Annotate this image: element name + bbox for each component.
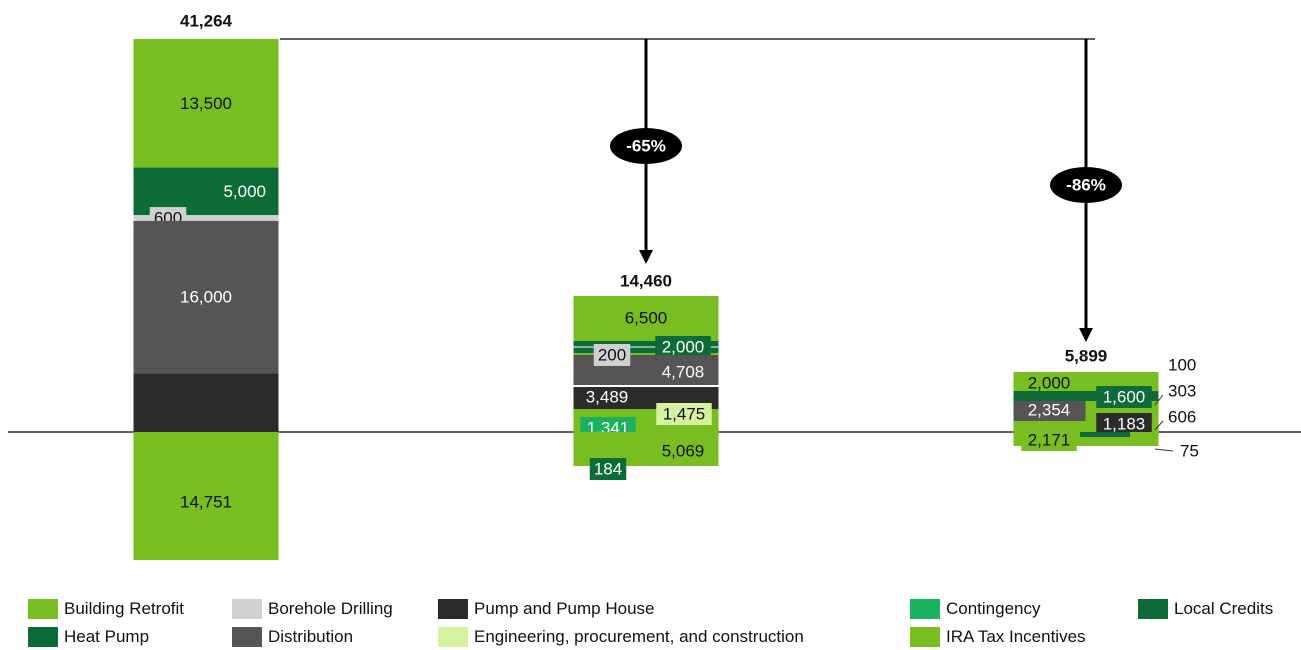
moderate-label-pump-and-pump-house: 3,489: [586, 388, 629, 407]
legend-label-ira-tax-incentives: IRA Tax Incentives: [946, 627, 1086, 646]
conservative-total: 41,264: [180, 12, 233, 31]
moderate-label-engineering-procurement-and-construction-bg: [656, 403, 712, 425]
advanced-total: 5,899: [1065, 347, 1108, 366]
legend-label-distribution: Distribution: [268, 627, 354, 646]
advanced-label-building-retrofit-bg: [1021, 372, 1077, 394]
legend-item-engineering-procurement-and-construction: Engineering, procurement, and constructi…: [438, 626, 804, 648]
legend-swatch-heat-pump: [28, 627, 58, 647]
legend-label-local-credits: Local Credits: [1174, 599, 1274, 618]
moderate-reduction-badge: [610, 128, 682, 164]
advanced-bar-distribution: [1013, 401, 1086, 421]
conservative-label-ira-tax-incentives: 14,751: [180, 493, 232, 512]
advanced-label-heat-pump: 1,600: [1103, 388, 1146, 407]
moderate-label-engineering-procurement-and-construction: 1,475: [663, 405, 706, 424]
moderate-label-local-credits-bg: [589, 458, 627, 480]
moderate-label-building-retrofit: 6,500: [625, 309, 668, 328]
advanced-reduction-badge: [1050, 167, 1122, 203]
legend-item-local-credits: Local Credits: [1138, 598, 1273, 620]
legend-item-distribution: Distribution: [232, 626, 353, 648]
legend-label-contingency: Contingency: [946, 599, 1041, 618]
moderate-label-ira-tax-incentives: 5,069: [662, 442, 705, 461]
advanced-bar-local-credits: [1080, 432, 1130, 437]
legend-item-pump-and-pump-house: Pump and Pump House: [438, 598, 655, 620]
legend-label-pump-and-pump-house: Pump and Pump House: [474, 599, 655, 618]
advanced-label-pump-and-pump-house: 1,183: [1103, 415, 1146, 434]
advanced-bar-heat-pump-strip: [1013, 391, 1159, 401]
moderate-total: 14,460: [620, 272, 672, 291]
advanced-label-local-credits: 75: [1180, 442, 1199, 461]
legend-swatch-ira-tax-incentives: [910, 627, 940, 647]
legend-swatch-engineering-procurement-and-construction: [438, 627, 468, 647]
legend-swatch-distribution: [232, 627, 262, 647]
legend-swatch-borehole-drilling: [232, 599, 262, 619]
legend-item-ira-tax-incentives: IRA Tax Incentives: [910, 626, 1086, 648]
legend-label-heat-pump: Heat Pump: [64, 627, 150, 646]
legend-label-engineering-procurement-and-construction: Engineering, procurement, and constructi…: [474, 627, 804, 646]
legend-label-building-retrofit: Building Retrofit: [64, 599, 185, 618]
conservative-bar-ira-tax-incentives: [133, 432, 279, 560]
advanced-label-ira-tax-incentives: 2,171: [1028, 431, 1071, 450]
legend-swatch-pump-and-pump-house: [438, 599, 468, 619]
legend-label-borehole-drilling: Borehole Drilling: [268, 599, 393, 618]
advanced-label-heat-pump-bg: [1096, 386, 1152, 408]
advanced-label-pump-and-pump-house-bg: [1096, 413, 1152, 435]
legend-item-borehole-drilling: Borehole Drilling: [232, 598, 393, 620]
legend-item-building-retrofit: Building Retrofit: [28, 598, 184, 620]
cost-comparison-chart: 13,5005,00060016,00014,0703,8633,51214,7…: [8, 12, 1301, 560]
conservative-bar-borehole-drilling: [133, 215, 279, 221]
conservative-bar-building-retrofit: [133, 39, 279, 168]
advanced-leader-2: [1154, 420, 1164, 431]
advanced-label-engineering-procurement-and-construction: 303: [1168, 382, 1196, 401]
advanced-label-borehole-drilling: 100: [1168, 356, 1196, 375]
advanced-label-contingency: 606: [1168, 408, 1196, 427]
advanced-label-distribution: 2,354: [1028, 401, 1071, 420]
moderate-reduction-label: -65%: [626, 137, 666, 156]
advanced-label-ira-tax-incentives-bg: [1021, 429, 1077, 451]
moderate-arrow-head: [639, 250, 653, 264]
legend-swatch-building-retrofit: [28, 599, 58, 619]
conservative-label-heat-pump: 5,000: [223, 182, 266, 201]
advanced-arrow-head: [1079, 328, 1093, 342]
moderate-label-heat-pump-bg: [655, 336, 711, 358]
legend-swatch-contingency: [910, 599, 940, 619]
moderate-label-local-credits: 184: [594, 460, 622, 479]
moderate-label-borehole-drilling: 200: [598, 346, 626, 365]
legend-item-heat-pump: Heat Pump: [28, 626, 149, 648]
legend-swatch-local-credits: [1138, 599, 1168, 619]
moderate-label-borehole-drilling-bg: [593, 344, 631, 366]
conservative-label-distribution: 16,000: [180, 288, 232, 307]
conservative-bar-distribution: [133, 220, 279, 374]
conservative-label-building-retrofit: 13,500: [180, 94, 232, 113]
legend-item-contingency: Contingency: [910, 598, 1041, 620]
moderate-label-heat-pump: 2,000: [662, 338, 705, 357]
advanced-reduction-label: -86%: [1066, 176, 1106, 195]
advanced-label-building-retrofit: 2,000: [1028, 374, 1071, 393]
moderate-label-distribution: 4,708: [662, 363, 705, 382]
advanced-leader-1: [1154, 394, 1164, 406]
advanced-leader-3: [1154, 448, 1174, 452]
